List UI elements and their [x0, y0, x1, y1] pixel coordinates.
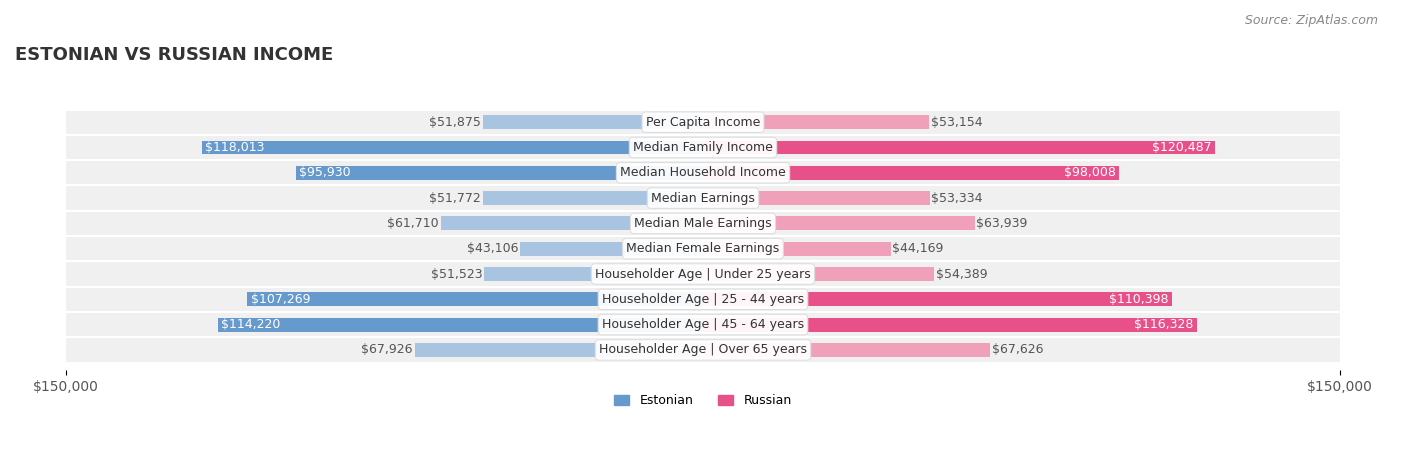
Bar: [66, 262, 703, 287]
Text: $98,008: $98,008: [1064, 166, 1116, 179]
Bar: [484, 267, 703, 281]
Bar: [703, 141, 1215, 155]
Bar: [415, 343, 703, 357]
Text: ESTONIAN VS RUSSIAN INCOME: ESTONIAN VS RUSSIAN INCOME: [15, 46, 333, 64]
Text: Median Family Income: Median Family Income: [633, 141, 773, 154]
Bar: [66, 160, 703, 185]
Text: Source: ZipAtlas.com: Source: ZipAtlas.com: [1244, 14, 1378, 27]
Bar: [441, 216, 703, 230]
Bar: [703, 160, 1340, 185]
Bar: [66, 185, 703, 211]
Text: $118,013: $118,013: [205, 141, 264, 154]
Bar: [66, 135, 703, 160]
Text: Householder Age | 25 - 44 years: Householder Age | 25 - 44 years: [602, 293, 804, 306]
Bar: [703, 337, 1340, 362]
Text: Median Female Earnings: Median Female Earnings: [627, 242, 779, 255]
Text: $43,106: $43,106: [467, 242, 517, 255]
Legend: Estonian, Russian: Estonian, Russian: [609, 389, 797, 412]
Text: $61,710: $61,710: [388, 217, 439, 230]
Bar: [218, 318, 703, 332]
Bar: [703, 166, 1119, 180]
Text: $53,154: $53,154: [931, 116, 983, 129]
Text: $51,523: $51,523: [430, 268, 482, 281]
Bar: [703, 115, 929, 129]
Bar: [484, 191, 703, 205]
Text: $51,875: $51,875: [429, 116, 481, 129]
Text: $54,389: $54,389: [936, 268, 987, 281]
Bar: [202, 141, 703, 155]
Bar: [703, 135, 1340, 160]
Text: $110,398: $110,398: [1109, 293, 1168, 306]
Text: Median Earnings: Median Earnings: [651, 191, 755, 205]
Text: $67,626: $67,626: [993, 343, 1043, 356]
Text: $63,939: $63,939: [976, 217, 1028, 230]
Bar: [703, 211, 1340, 236]
Bar: [66, 110, 703, 135]
Text: $95,930: $95,930: [299, 166, 350, 179]
Bar: [703, 236, 1340, 262]
Text: $116,328: $116,328: [1135, 318, 1194, 331]
Text: $44,169: $44,169: [893, 242, 943, 255]
Bar: [66, 236, 703, 262]
Text: Median Male Earnings: Median Male Earnings: [634, 217, 772, 230]
Text: $107,269: $107,269: [250, 293, 311, 306]
Bar: [520, 242, 703, 255]
Bar: [703, 110, 1340, 135]
Text: Per Capita Income: Per Capita Income: [645, 116, 761, 129]
Bar: [66, 287, 703, 312]
Bar: [703, 343, 990, 357]
Bar: [703, 191, 929, 205]
Bar: [703, 312, 1340, 337]
Text: $114,220: $114,220: [221, 318, 280, 331]
Bar: [703, 267, 934, 281]
Bar: [703, 262, 1340, 287]
Bar: [66, 211, 703, 236]
Text: Householder Age | 45 - 64 years: Householder Age | 45 - 64 years: [602, 318, 804, 331]
Bar: [703, 292, 1171, 306]
Bar: [703, 318, 1197, 332]
Bar: [66, 337, 703, 362]
Bar: [247, 292, 703, 306]
Text: $67,926: $67,926: [361, 343, 412, 356]
Bar: [295, 166, 703, 180]
Text: Householder Age | Over 65 years: Householder Age | Over 65 years: [599, 343, 807, 356]
Text: Householder Age | Under 25 years: Householder Age | Under 25 years: [595, 268, 811, 281]
Bar: [703, 287, 1340, 312]
Bar: [703, 216, 974, 230]
Bar: [703, 185, 1340, 211]
Bar: [482, 115, 703, 129]
Bar: [66, 312, 703, 337]
Text: $53,334: $53,334: [931, 191, 983, 205]
Text: $120,487: $120,487: [1152, 141, 1212, 154]
Text: $51,772: $51,772: [429, 191, 481, 205]
Bar: [703, 242, 890, 255]
Text: Median Household Income: Median Household Income: [620, 166, 786, 179]
